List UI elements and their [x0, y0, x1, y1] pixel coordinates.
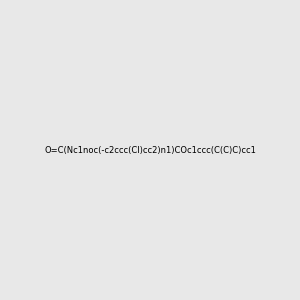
Text: O=C(Nc1noc(-c2ccc(Cl)cc2)n1)COc1ccc(C(C)C)cc1: O=C(Nc1noc(-c2ccc(Cl)cc2)n1)COc1ccc(C(C)… [44, 146, 256, 154]
